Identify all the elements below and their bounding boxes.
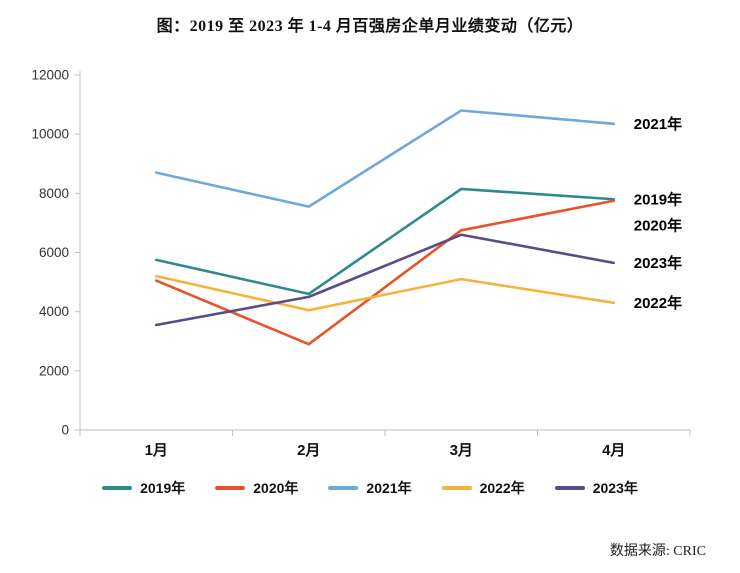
- legend-label-0: 2019年: [140, 480, 186, 496]
- x-category-label: 2月: [297, 442, 320, 459]
- y-tick-label: 12000: [31, 68, 69, 83]
- legend-item-0: 2019年: [102, 478, 185, 498]
- x-category-label: 1月: [145, 442, 168, 459]
- series-line-1: [154, 199, 616, 346]
- series-end-label-1: 2020年: [634, 216, 682, 234]
- legend-item-4: 2023年: [554, 478, 638, 498]
- series-line-4: [154, 233, 616, 327]
- series-line-2: [154, 109, 616, 208]
- legend-label-1: 2020年: [253, 480, 299, 496]
- legend-label-3: 2022年: [479, 480, 525, 496]
- legend-swatch-2: [328, 486, 359, 490]
- data-source-note: 数据来源: CRIC: [609, 544, 706, 559]
- legend-item-1: 2020年: [215, 478, 298, 498]
- x-category-label: 3月: [450, 442, 473, 459]
- legend-item-2: 2021年: [328, 478, 412, 498]
- y-tick-label: 8000: [39, 186, 69, 201]
- legend: 2019年 2020年 2021年 2022年 2023年: [0, 478, 740, 498]
- series-line-0: [154, 187, 616, 296]
- series-end-label-0: 2019年: [634, 190, 682, 208]
- y-tick-label: 10000: [31, 127, 69, 142]
- legend-swatch-0: [102, 486, 133, 490]
- y-tick-label: 6000: [39, 245, 69, 260]
- line-chart: 0 2000 4000 6000 8000 10000 12000 1月 2月 3月 4月 2021年…: [31, 68, 691, 459]
- y-tick-label: 4000: [39, 304, 69, 319]
- legend-swatch-3: [441, 486, 472, 490]
- legend-label-4: 2023年: [592, 480, 638, 496]
- y-tick-label: 2000: [39, 363, 69, 378]
- series-end-label-3: 2022年: [634, 294, 682, 312]
- series-end-label-4: 2023年: [634, 254, 682, 272]
- series-end-label-2: 2021年: [634, 115, 682, 133]
- legend-item-3: 2022年: [441, 478, 525, 498]
- legend-label-2: 2021年: [366, 480, 412, 496]
- legend-swatch-1: [215, 486, 246, 490]
- chart-title: 图：2019 至 2023 年 1-4 月百强房企单月业绩变动（亿元）: [156, 18, 584, 35]
- series-line-3: [154, 274, 616, 312]
- legend-swatch-4: [554, 486, 585, 490]
- x-category-label: 4月: [602, 442, 625, 459]
- y-tick-label: 0: [61, 423, 69, 438]
